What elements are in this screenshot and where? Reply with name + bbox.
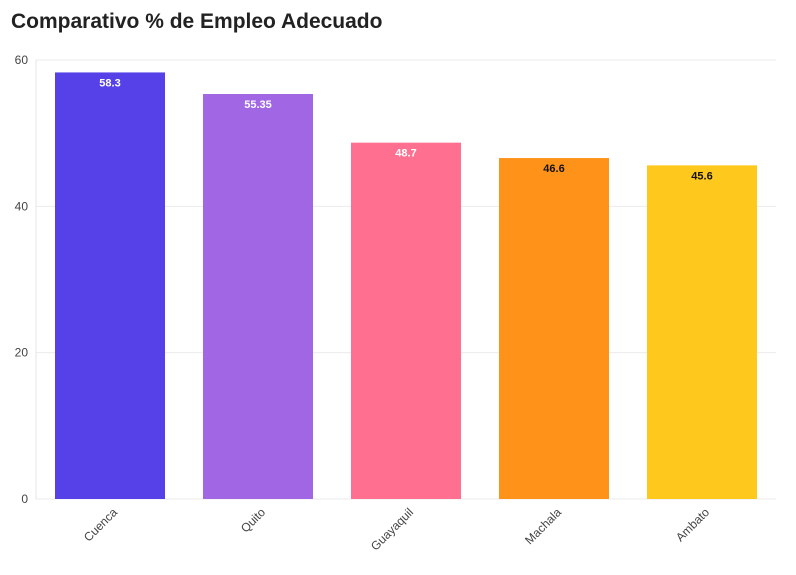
bar-quito[interactable]	[203, 94, 313, 500]
x-tick-label: Cuenca	[81, 505, 120, 544]
x-axis: Cuenca Quito Guayaquil Machala Ambato	[81, 505, 712, 553]
data-label: 48.7	[395, 148, 416, 160]
bars	[55, 72, 757, 500]
y-axis: 0 20 40 60	[15, 53, 37, 506]
data-label: 45.6	[691, 170, 712, 182]
data-label: 55.35	[244, 99, 272, 111]
chart-title: Comparativo % de Empleo Adecuado	[11, 10, 383, 33]
data-labels: 58.3 55.35 48.7 46.6 45.6	[99, 77, 712, 182]
bar-machala[interactable]	[499, 158, 609, 499]
x-tick-label: Ambato	[673, 505, 712, 544]
y-tick-label: 40	[15, 199, 29, 213]
data-label: 46.6	[543, 163, 564, 175]
y-tick-label: 20	[15, 346, 29, 360]
x-tick-label: Quito	[238, 505, 268, 535]
data-label: 58.3	[99, 77, 120, 89]
x-tick-label: Guayaquil	[368, 505, 416, 553]
bar-cuenca[interactable]	[55, 72, 165, 500]
x-tick-label: Machala	[522, 505, 564, 547]
bar-ambato[interactable]	[647, 165, 757, 500]
bar-guayaquil[interactable]	[351, 142, 461, 499]
y-tick-label: 60	[15, 53, 29, 67]
y-tick-label: 0	[21, 492, 28, 506]
